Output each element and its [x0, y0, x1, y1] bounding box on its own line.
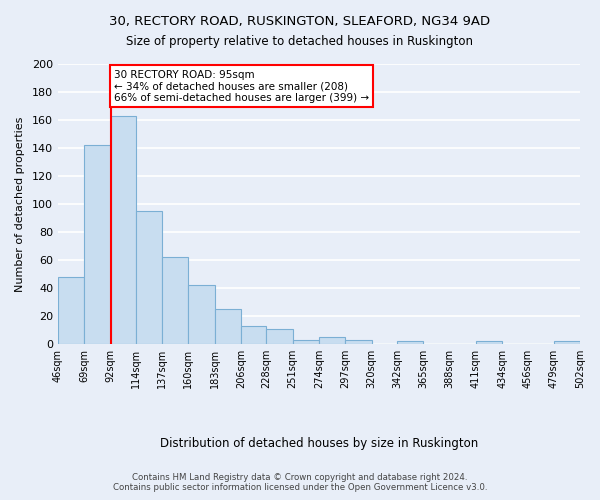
Bar: [345, 340, 371, 344]
Bar: [188, 286, 215, 344]
Bar: [110, 116, 136, 344]
Bar: [215, 309, 241, 344]
Text: Size of property relative to detached houses in Ruskington: Size of property relative to detached ho…: [127, 35, 473, 48]
Text: 30 RECTORY ROAD: 95sqm
← 34% of detached houses are smaller (208)
66% of semi-de: 30 RECTORY ROAD: 95sqm ← 34% of detached…: [114, 70, 369, 103]
Bar: [162, 258, 188, 344]
Bar: [84, 145, 110, 344]
Bar: [293, 340, 319, 344]
Bar: [476, 342, 502, 344]
Bar: [58, 277, 84, 344]
Bar: [397, 342, 423, 344]
Y-axis label: Number of detached properties: Number of detached properties: [15, 116, 25, 292]
Text: 30, RECTORY ROAD, RUSKINGTON, SLEAFORD, NG34 9AD: 30, RECTORY ROAD, RUSKINGTON, SLEAFORD, …: [109, 15, 491, 28]
Bar: [266, 328, 293, 344]
Bar: [319, 337, 345, 344]
Bar: [554, 342, 580, 344]
X-axis label: Distribution of detached houses by size in Ruskington: Distribution of detached houses by size …: [160, 437, 478, 450]
Text: Contains HM Land Registry data © Crown copyright and database right 2024.
Contai: Contains HM Land Registry data © Crown c…: [113, 473, 487, 492]
Bar: [136, 211, 162, 344]
Bar: [241, 326, 266, 344]
